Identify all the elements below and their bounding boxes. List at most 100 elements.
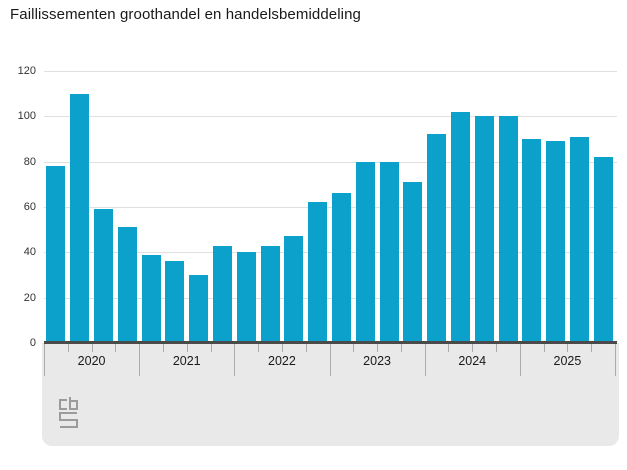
y-axis-tick-label: 120 bbox=[17, 65, 36, 77]
bar-slot bbox=[353, 71, 377, 343]
gridline bbox=[44, 116, 617, 118]
year-boundary-tick bbox=[234, 343, 236, 376]
y-axis-tick-label: 20 bbox=[23, 291, 36, 304]
year-boundary-tick bbox=[44, 343, 45, 376]
bar-2025-Q4[interactable] bbox=[593, 157, 613, 343]
x-axis-year-label: 2023 bbox=[363, 354, 391, 368]
gridlines bbox=[44, 71, 617, 343]
bar-2023-Q4[interactable] bbox=[403, 182, 423, 343]
bar-slot bbox=[591, 71, 615, 343]
bar-2024-Q3[interactable] bbox=[474, 116, 494, 343]
bar-2022-Q4[interactable] bbox=[308, 202, 328, 343]
gridline bbox=[44, 207, 617, 208]
year-boundary-tick bbox=[424, 343, 426, 376]
bar-slot bbox=[544, 71, 568, 343]
bar-slot bbox=[187, 71, 211, 343]
bar-slot bbox=[258, 71, 282, 343]
bar-2024-Q4[interactable] bbox=[498, 116, 518, 343]
bar-2022-Q1[interactable] bbox=[236, 252, 256, 343]
x-axis-year-label: 2022 bbox=[268, 354, 296, 368]
y-axis-tick-label: 40 bbox=[23, 246, 36, 259]
bar-slot bbox=[568, 71, 592, 343]
y-axis-tick-label: 80 bbox=[23, 155, 36, 168]
bar-series bbox=[44, 71, 615, 343]
quarter-tick bbox=[258, 343, 260, 352]
bar-2021-Q3[interactable] bbox=[189, 275, 209, 343]
bar-2023-Q1[interactable] bbox=[331, 193, 351, 343]
bar-slot bbox=[425, 71, 449, 343]
bar-2020-Q2[interactable] bbox=[70, 93, 90, 343]
bar-slot bbox=[68, 71, 92, 343]
bar-slot bbox=[496, 71, 520, 343]
y-axis: 0 20 40 60 80 100 120 bbox=[0, 65, 36, 349]
gridline bbox=[44, 71, 617, 72]
gridline bbox=[44, 252, 617, 254]
year-boundary-tick bbox=[329, 343, 331, 376]
y-axis-tick-label: 0 bbox=[29, 337, 36, 349]
bar-slot bbox=[139, 71, 163, 343]
bar-slot bbox=[306, 71, 330, 343]
bar-2021-Q4[interactable] bbox=[212, 245, 232, 343]
quarter-tick bbox=[448, 343, 450, 352]
x-axis-year-label: 2024 bbox=[458, 354, 487, 368]
bar-slot bbox=[211, 71, 235, 343]
year-boundary-tick bbox=[519, 343, 521, 376]
bar-2023-Q2[interactable] bbox=[355, 161, 375, 343]
gridline bbox=[44, 161, 617, 163]
bar-2020-Q1[interactable] bbox=[46, 166, 66, 343]
bar-slot bbox=[282, 71, 306, 343]
quarter-tick bbox=[210, 343, 212, 352]
quarter-tick bbox=[377, 343, 379, 352]
cbs-logo-c bbox=[59, 399, 67, 410]
quarter-tick bbox=[91, 343, 93, 352]
cbs-logo-b bbox=[69, 397, 78, 410]
quarter-tick bbox=[281, 343, 283, 352]
quarter-tick bbox=[115, 343, 117, 352]
bar-slot bbox=[401, 71, 425, 343]
quarter-tick bbox=[186, 343, 188, 352]
bar-2025-Q1[interactable] bbox=[522, 139, 542, 343]
quarter-tick bbox=[496, 343, 498, 352]
bar-2025-Q3[interactable] bbox=[569, 136, 589, 343]
bar-2022-Q3[interactable] bbox=[284, 236, 304, 343]
quarter-tick bbox=[591, 343, 593, 352]
bar-slot bbox=[520, 71, 544, 343]
bar-2025-Q2[interactable] bbox=[546, 141, 566, 343]
bar-slot bbox=[234, 71, 258, 343]
bar-2024-Q2[interactable] bbox=[450, 111, 470, 343]
bar-slot bbox=[92, 71, 116, 343]
bar-slot bbox=[163, 71, 187, 343]
bar-slot bbox=[377, 71, 401, 343]
quarter-tick bbox=[353, 343, 355, 352]
x-axis-year-label: 2025 bbox=[553, 354, 582, 368]
bar-slot bbox=[44, 71, 68, 343]
x-axis-line bbox=[44, 341, 617, 344]
bar-2021-Q2[interactable] bbox=[165, 261, 185, 343]
bar-2022-Q2[interactable] bbox=[260, 245, 280, 343]
x-axis-band: 2020 2021 2022 2023 2024 2025 bbox=[42, 343, 619, 446]
bar-2023-Q3[interactable] bbox=[379, 161, 399, 343]
bar-2021-Q1[interactable] bbox=[141, 254, 161, 343]
x-axis-year-label: 2020 bbox=[77, 354, 106, 368]
cbs-logo-s bbox=[59, 412, 78, 428]
y-axis-tick-label: 60 bbox=[23, 201, 36, 213]
gridline bbox=[44, 297, 617, 299]
bar-2020-Q4[interactable] bbox=[117, 227, 137, 343]
quarter-tick bbox=[472, 343, 474, 352]
bar-slot bbox=[330, 71, 354, 343]
year-boundary-tick bbox=[139, 343, 141, 376]
quarter-tick bbox=[567, 343, 569, 352]
bar-slot bbox=[449, 71, 473, 343]
bar-2024-Q1[interactable] bbox=[427, 134, 447, 343]
cbs-logo bbox=[59, 397, 78, 428]
y-axis-tick-label: 100 bbox=[17, 110, 36, 123]
year-boundary-tick bbox=[615, 343, 616, 376]
quarter-tick bbox=[543, 343, 545, 352]
chart-title: Faillissementen groothandel en handelsbe… bbox=[10, 6, 361, 23]
x-axis-year-label: 2021 bbox=[172, 354, 201, 368]
bar-slot bbox=[115, 71, 139, 343]
bar-2020-Q3[interactable] bbox=[93, 209, 113, 343]
quarter-tick bbox=[162, 343, 164, 352]
quarter-tick bbox=[400, 343, 402, 352]
